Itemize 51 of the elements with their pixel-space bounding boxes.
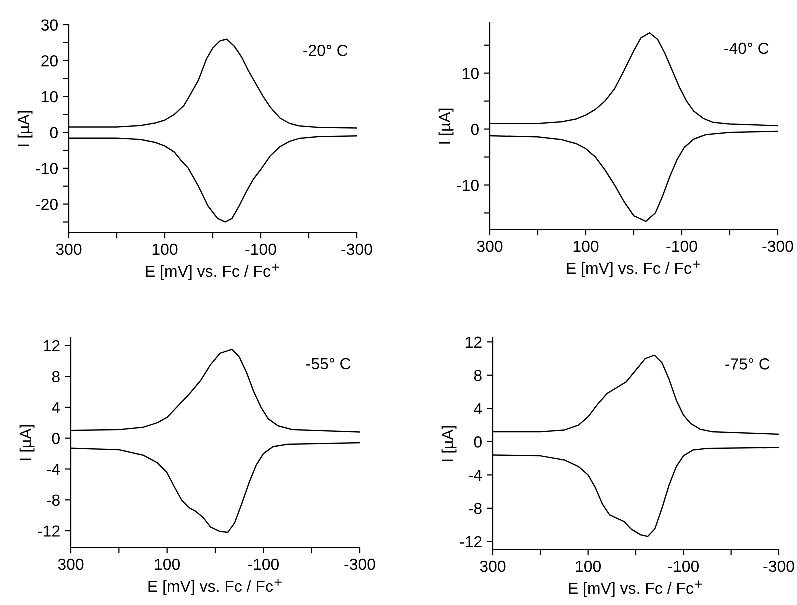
y-tick-label: 20 <box>42 55 58 67</box>
x-tick-label: -100 <box>246 244 276 256</box>
y-tick-label: -4 <box>469 470 482 481</box>
x-axis-title: E [mV] vs. Fc / Fc$^{+}$ <box>567 260 700 278</box>
y-tick-label: 4 <box>52 402 60 414</box>
y-axis-title: I [µA] <box>20 425 35 460</box>
annotation: -20° C <box>304 45 348 56</box>
y-tick-label: 4 <box>474 403 482 414</box>
y-tick-label: 12 <box>466 336 482 348</box>
x-tick-label: -100 <box>668 560 700 572</box>
y-tick-label: 10 <box>463 68 479 80</box>
x-tick-label: 300 <box>480 560 506 572</box>
annotation: -55° C <box>306 358 351 370</box>
x-tick-label: 100 <box>152 244 178 256</box>
annotation: -40° C <box>724 42 769 54</box>
annotation: -75° C <box>726 358 770 370</box>
y-tick-label: 8 <box>474 370 482 382</box>
y-tick-label: -12 <box>38 526 60 537</box>
x-axis-title: E [mV] vs. Fc / Fc$^{+}$ <box>146 264 280 280</box>
y-tick-label: 0 <box>474 436 482 448</box>
y-tick-label: -10 <box>457 180 479 192</box>
x-tick-label: -300 <box>342 244 372 256</box>
x-axis-title: E [mV] vs. Fc / Fc$^{+}$ <box>569 580 702 598</box>
x-tick-label: -300 <box>344 558 376 570</box>
x-tick-label: -300 <box>762 240 794 252</box>
y-tick-label: 8 <box>52 371 60 383</box>
y-tick-label: -10 <box>36 163 58 174</box>
y-tick-label: 10 <box>42 91 58 103</box>
y-tick-label: -8 <box>469 503 482 514</box>
x-tick-label: 300 <box>58 558 84 570</box>
y-axis-title: I [µA] <box>438 108 454 144</box>
x-tick-label: 300 <box>56 244 82 256</box>
x-tick-label: 100 <box>155 558 180 570</box>
y-tick-label: -4 <box>47 464 60 476</box>
y-tick-label: 0 <box>52 433 60 444</box>
y-tick-label: 0 <box>50 127 58 139</box>
y-tick-label: -20 <box>36 198 58 210</box>
y-axis-title: I [µA] <box>442 426 457 462</box>
x-tick-label: -100 <box>666 240 698 252</box>
x-axis-title: E [mV] vs. Fc / Fc$^{+}$ <box>148 578 282 596</box>
x-tick-label: 100 <box>574 240 599 252</box>
y-tick-label: -8 <box>47 494 60 506</box>
y-tick-label: -12 <box>460 536 482 548</box>
y-tick-label: 12 <box>44 340 60 352</box>
x-tick-label: 300 <box>477 240 503 252</box>
y-tick-label: 0 <box>471 124 479 136</box>
y-axis-title: I [µA] <box>18 111 33 146</box>
x-tick-label: -300 <box>764 560 794 572</box>
x-tick-label: 100 <box>576 560 602 572</box>
x-tick-label: -100 <box>248 558 280 570</box>
y-tick-label: 30 <box>41 20 58 31</box>
